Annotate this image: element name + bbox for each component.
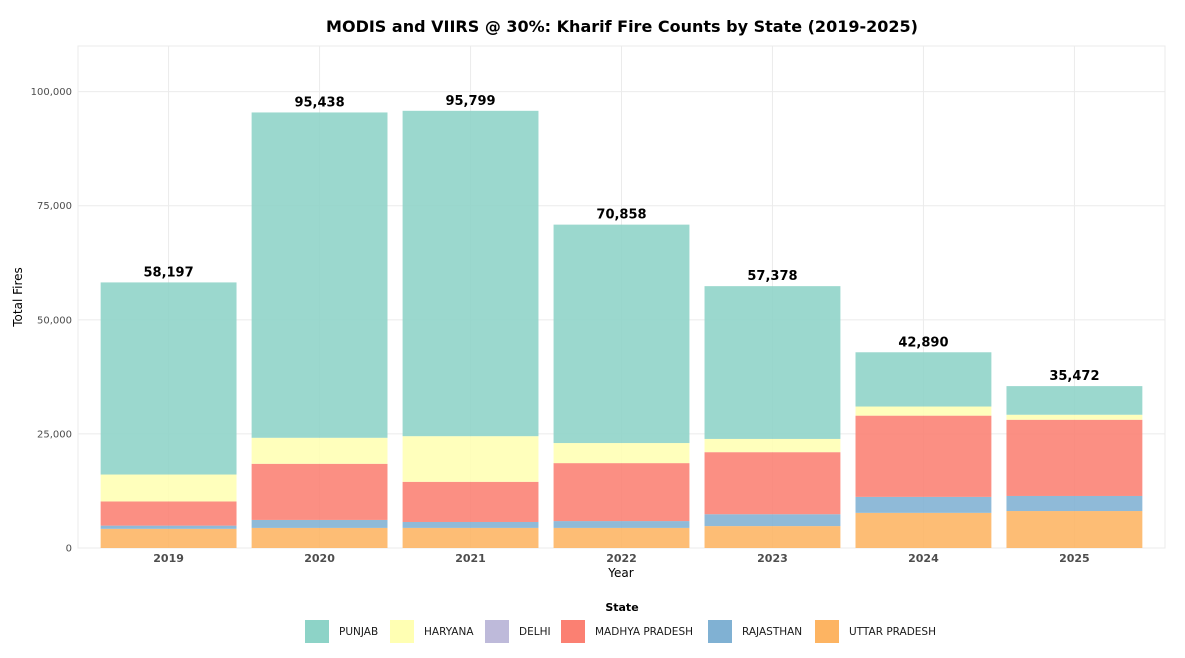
legend-item-delhi: DELHI	[485, 620, 551, 643]
total-value-label: 57,378	[747, 269, 797, 284]
legend-title: State	[605, 601, 638, 614]
legend-swatch	[390, 620, 414, 643]
x-tick-label: 2019	[153, 552, 184, 565]
value-labels-layer: 58,197 95,438 95,799 70,858 57,378 42,890 35,4…	[143, 94, 1099, 384]
bar-segment-uttar-pradesh	[855, 512, 992, 548]
total-value-label: 58,197	[143, 265, 193, 280]
legend-swatch	[815, 620, 839, 643]
bar-segment-uttar-pradesh	[1006, 511, 1143, 548]
bar-segment-rajasthan	[704, 514, 841, 527]
bar-segment-rajasthan	[855, 496, 992, 513]
legend-swatch	[708, 620, 732, 643]
y-tick-label: 50,000	[37, 315, 72, 326]
bar-segment-rajasthan	[1006, 495, 1143, 512]
bar-segment-uttar-pradesh	[100, 528, 237, 548]
bar-segment-madhya-pradesh	[100, 501, 237, 526]
x-tick-label: 2023	[757, 552, 788, 565]
total-value-label: 95,799	[445, 94, 495, 109]
x-tick-label: 2021	[455, 552, 486, 565]
x-tick-label: 2025	[1059, 552, 1090, 565]
total-value-label: 95,438	[294, 95, 344, 110]
y-tick-label: 100,000	[31, 87, 72, 98]
bar-segment-haryana	[1006, 414, 1143, 420]
chart-title: MODIS and VIIRS @ 30%: Kharif Fire Count…	[326, 17, 918, 36]
legend-swatch	[305, 620, 329, 643]
legend-swatch	[485, 620, 509, 643]
legend-label: MADHYA PRADESH	[595, 626, 693, 638]
bar-segment-uttar-pradesh	[251, 527, 388, 548]
bar-segment-uttar-pradesh	[553, 527, 690, 548]
y-axis-ticks: 0 25,000 50,000 75,000 100,000	[31, 87, 72, 554]
x-axis-ticks: 2019 2020 2021 2022 2023 2024 2025	[153, 552, 1089, 565]
bar-segment-haryana	[553, 443, 690, 464]
legend-item-uttar-pradesh: UTTAR PRADESH	[815, 620, 936, 643]
bar-segment-madhya-pradesh	[402, 481, 539, 522]
legend: PUNJAB HARYANA DELHI MADHYA PRADESH RAJASTHA…	[305, 620, 936, 643]
y-tick-label: 25,000	[37, 429, 72, 440]
bar-segment-punjab	[100, 282, 237, 475]
legend-label: RAJASTHAN	[742, 626, 802, 638]
bar-segment-madhya-pradesh	[1006, 419, 1143, 496]
bars-layer	[100, 110, 1143, 548]
bar-segment-haryana	[704, 438, 841, 453]
y-axis-title: Total Fires	[11, 267, 25, 328]
legend-label: PUNJAB	[339, 626, 378, 638]
bar-segment-madhya-pradesh	[855, 415, 992, 497]
total-value-label: 42,890	[898, 335, 948, 350]
y-tick-label: 75,000	[37, 201, 72, 212]
bar-segment-rajasthan	[402, 521, 539, 528]
legend-item-madhya-pradesh: MADHYA PRADESH	[561, 620, 693, 643]
total-value-label: 35,472	[1049, 369, 1099, 384]
bar-segment-punjab	[402, 110, 539, 437]
bar-segment-punjab	[855, 352, 992, 407]
bar-segment-haryana	[251, 437, 388, 464]
x-tick-label: 2022	[606, 552, 637, 565]
bar-segment-punjab	[251, 112, 388, 438]
legend-swatch	[561, 620, 585, 643]
bar-segment-rajasthan	[553, 521, 690, 528]
bar-segment-madhya-pradesh	[553, 463, 690, 522]
bar-segment-punjab	[553, 224, 690, 444]
y-tick-label: 0	[66, 544, 72, 555]
bar-segment-punjab	[704, 286, 841, 439]
x-tick-label: 2024	[908, 552, 939, 565]
bar-segment-punjab	[1006, 386, 1143, 415]
x-tick-label: 2020	[304, 552, 335, 565]
bar-segment-haryana	[855, 406, 992, 416]
total-value-label: 70,858	[596, 208, 646, 223]
legend-item-haryana: HARYANA	[390, 620, 474, 643]
bar-segment-madhya-pradesh	[251, 463, 388, 520]
bar-segment-rajasthan	[251, 519, 388, 528]
legend-label: HARYANA	[424, 626, 474, 638]
legend-label: UTTAR PRADESH	[849, 626, 936, 638]
legend-item-rajasthan: RAJASTHAN	[708, 620, 802, 643]
legend-item-punjab: PUNJAB	[305, 620, 378, 643]
bar-segment-madhya-pradesh	[704, 452, 841, 515]
bar-segment-uttar-pradesh	[704, 526, 841, 548]
bar-segment-rajasthan	[100, 525, 237, 529]
bar-segment-uttar-pradesh	[402, 527, 539, 548]
x-axis-title: Year	[607, 566, 633, 580]
bar-segment-haryana	[402, 436, 539, 482]
bar-segment-haryana	[100, 474, 237, 502]
legend-label: DELHI	[519, 626, 551, 638]
